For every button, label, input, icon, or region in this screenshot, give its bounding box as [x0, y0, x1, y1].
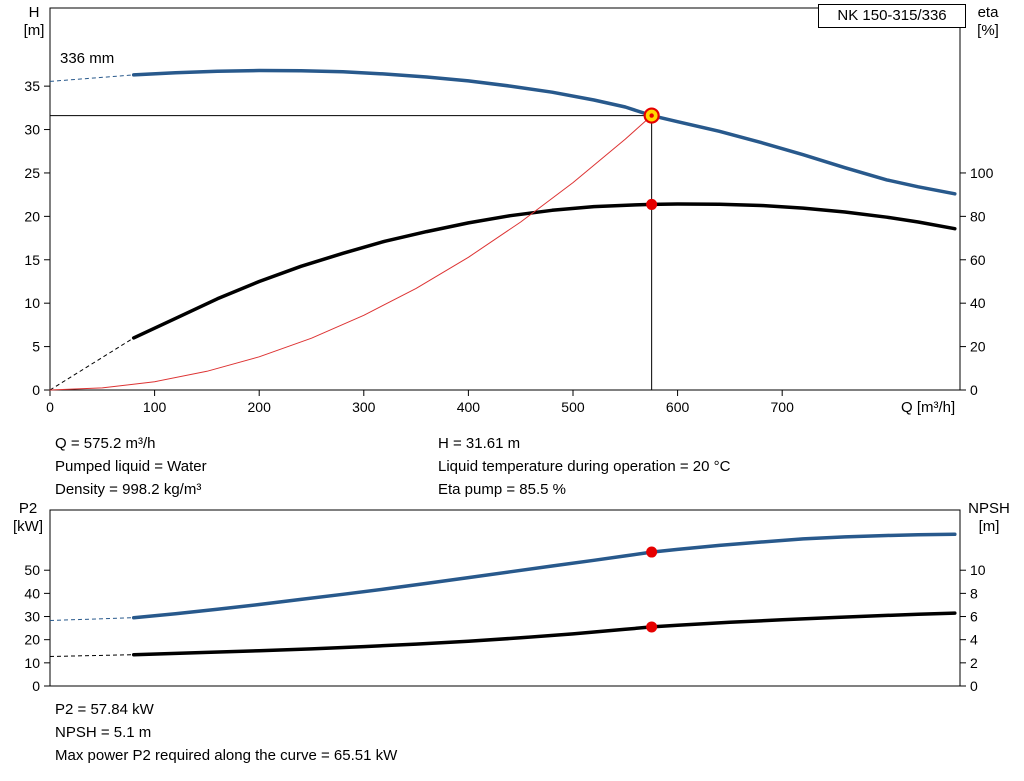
svg-text:200: 200: [248, 399, 272, 415]
h-axis-title-line2: [m]: [23, 22, 45, 39]
pump-model-box: NK 150-315/336: [818, 4, 966, 28]
svg-text:0: 0: [32, 678, 40, 694]
eta-axis-title-line1: eta: [977, 4, 999, 21]
svg-text:300: 300: [352, 399, 376, 415]
info-line-p2: P2 = 57.84 kW: [55, 701, 154, 718]
svg-text:20: 20: [24, 208, 40, 224]
svg-text:15: 15: [24, 252, 40, 268]
svg-text:30: 30: [24, 122, 40, 138]
svg-text:400: 400: [457, 399, 481, 415]
svg-text:10: 10: [970, 562, 986, 578]
q-axis-title: Q [m³/h]: [901, 399, 956, 416]
info-line-h: H = 31.61 m: [438, 435, 521, 452]
info-line-density: Density = 998.2 kg/m³: [55, 481, 202, 498]
svg-text:6: 6: [970, 609, 978, 625]
svg-text:0: 0: [970, 382, 978, 398]
p2-npsh-chart[interactable]: 0 10 20 30 40 50 0 2 4 6 8 10: [0, 498, 1024, 698]
info-line-liquid: Pumped liquid = Water: [55, 458, 207, 475]
svg-text:10: 10: [24, 655, 40, 671]
impeller-diameter-label: 336 mm: [60, 50, 115, 67]
operating-point-info-left: Q = 575.2 m³/h Pumped liquid = Water Den…: [55, 432, 207, 501]
info-line-max-p2: Max power P2 required along the curve = …: [55, 747, 398, 764]
svg-text:8: 8: [970, 585, 978, 601]
power-info: P2 = 57.84 kW NPSH = 5.1 m Max power P2 …: [55, 698, 397, 767]
h-axis-title-line1: H: [28, 4, 40, 21]
svg-text:100: 100: [143, 399, 167, 415]
svg-text:700: 700: [771, 399, 795, 415]
info-line-temperature: Liquid temperature during operation = 20…: [438, 458, 731, 475]
svg-text:30: 30: [24, 609, 40, 625]
svg-text:0: 0: [970, 678, 978, 694]
svg-text:600: 600: [666, 399, 690, 415]
npsh-axis-title-line1: NPSH: [968, 500, 1010, 517]
svg-text:0: 0: [32, 382, 40, 398]
eta-axis-title-line2: [%]: [977, 22, 999, 39]
svg-text:100: 100: [970, 165, 994, 181]
svg-text:35: 35: [24, 78, 40, 94]
svg-text:0: 0: [46, 399, 54, 415]
svg-text:4: 4: [970, 632, 978, 648]
npsh-axis-title-line2: [m]: [978, 518, 1000, 535]
svg-text:40: 40: [24, 585, 40, 601]
h-axis-title: H [m]: [16, 4, 52, 40]
info-line-q: Q = 575.2 m³/h: [55, 435, 156, 452]
svg-text:20: 20: [24, 632, 40, 648]
svg-text:10: 10: [24, 295, 40, 311]
qh-chart[interactable]: 0 100 200 300 400 500 600 700 0 5 10 15 20 25 30 35 0 20 4…: [0, 0, 1024, 420]
svg-text:60: 60: [970, 252, 986, 268]
info-line-npsh: NPSH = 5.1 m: [55, 724, 152, 741]
eta-axis-title: eta [%]: [966, 4, 1010, 40]
info-line-eta: Eta pump = 85.5 %: [438, 481, 566, 498]
svg-text:500: 500: [561, 399, 585, 415]
p2-axis-title-line1: P2: [18, 500, 38, 517]
p2-axis-title: P2 [kW]: [6, 500, 50, 536]
svg-text:80: 80: [970, 208, 986, 224]
p2-axis-title-line2: [kW]: [13, 518, 43, 535]
svg-text:50: 50: [24, 562, 40, 578]
svg-text:20: 20: [970, 339, 986, 355]
npsh-axis-title: NPSH [m]: [960, 500, 1018, 536]
svg-text:5: 5: [32, 339, 40, 355]
svg-text:25: 25: [24, 165, 40, 181]
svg-text:2: 2: [970, 655, 978, 671]
svg-text:40: 40: [970, 295, 986, 311]
operating-point-info-right: H = 31.61 m Liquid temperature during op…: [438, 432, 730, 501]
